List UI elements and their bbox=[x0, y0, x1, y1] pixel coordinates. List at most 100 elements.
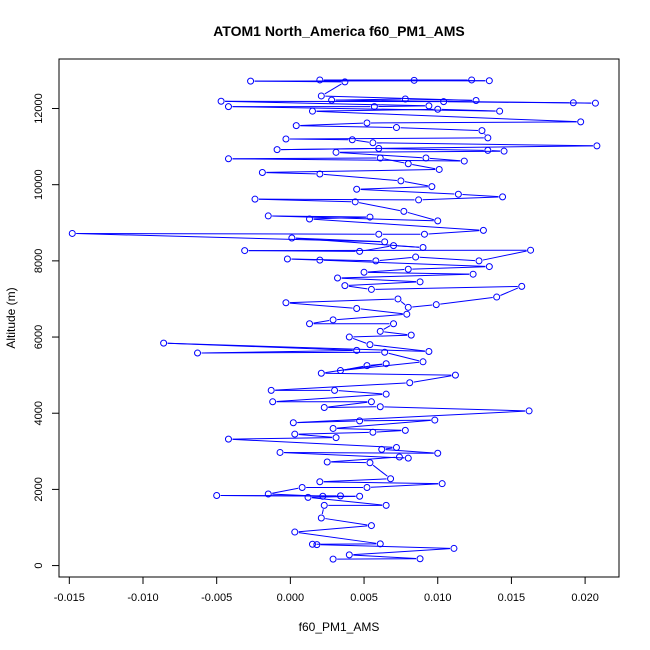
x-axis-label: f60_PM1_AMS bbox=[299, 620, 380, 634]
series-segment bbox=[225, 100, 425, 107]
data-point bbox=[336, 492, 344, 500]
data-point bbox=[381, 238, 389, 246]
data-point bbox=[404, 265, 412, 273]
data-point bbox=[267, 386, 275, 394]
data-point bbox=[351, 198, 359, 206]
series-segment bbox=[335, 98, 402, 101]
series-segment bbox=[388, 352, 420, 362]
data-point bbox=[376, 154, 384, 162]
data-point bbox=[308, 107, 316, 115]
series-segment bbox=[413, 375, 452, 383]
data-point bbox=[366, 341, 374, 349]
data-point bbox=[500, 147, 508, 155]
series-segment bbox=[284, 452, 405, 459]
data-point bbox=[264, 212, 272, 220]
data-point bbox=[288, 234, 296, 242]
data-point bbox=[353, 185, 361, 193]
data-point bbox=[317, 514, 325, 522]
data-point bbox=[331, 386, 339, 394]
series-segment bbox=[344, 365, 364, 371]
series-segment bbox=[289, 298, 394, 304]
data-point bbox=[438, 480, 446, 488]
data-point bbox=[224, 155, 232, 163]
data-point bbox=[332, 148, 340, 156]
data-point bbox=[404, 454, 412, 462]
data-point bbox=[264, 490, 272, 498]
series-segment bbox=[316, 110, 577, 123]
data-point bbox=[387, 475, 395, 483]
data-point bbox=[160, 339, 168, 347]
data-point bbox=[370, 103, 378, 111]
data-point bbox=[395, 453, 403, 461]
series-segment bbox=[266, 169, 436, 173]
data-point bbox=[336, 367, 344, 375]
series-segment bbox=[356, 139, 370, 143]
series-segment bbox=[313, 218, 480, 231]
data-point bbox=[392, 444, 400, 451]
series-segment bbox=[281, 145, 593, 151]
series-segment bbox=[337, 419, 431, 429]
series-segment bbox=[422, 196, 499, 201]
series-segment bbox=[412, 304, 433, 308]
data-point bbox=[320, 404, 328, 412]
series-segment bbox=[313, 320, 330, 324]
data-point bbox=[593, 142, 601, 150]
series-segment bbox=[360, 188, 455, 195]
data-point bbox=[468, 76, 476, 84]
series-segment bbox=[232, 437, 333, 440]
data-point bbox=[401, 426, 409, 434]
data-point bbox=[367, 522, 375, 530]
data-point bbox=[450, 544, 458, 552]
series-segment bbox=[482, 250, 527, 261]
x-tick-label: -0.015 bbox=[54, 592, 85, 604]
series-segment bbox=[331, 456, 396, 463]
data-point bbox=[577, 118, 585, 126]
data-point bbox=[360, 268, 368, 276]
series-segment bbox=[344, 361, 420, 371]
data-point bbox=[345, 551, 353, 559]
data-point bbox=[434, 217, 442, 225]
data-point bbox=[258, 169, 266, 177]
series-segment bbox=[341, 273, 470, 279]
data-point bbox=[401, 95, 409, 103]
data-point bbox=[348, 136, 356, 144]
x-tick-label: 0.015 bbox=[498, 592, 526, 604]
data-point bbox=[454, 190, 462, 198]
data-point bbox=[419, 358, 427, 366]
data-point bbox=[298, 483, 306, 491]
series-segment bbox=[462, 193, 499, 198]
data-point bbox=[247, 77, 255, 85]
series-segment bbox=[429, 157, 461, 162]
series-segment bbox=[258, 198, 415, 201]
y-tick-label: 6000 bbox=[33, 325, 45, 349]
data-point bbox=[316, 170, 324, 178]
data-point bbox=[316, 478, 324, 486]
data-point bbox=[363, 362, 371, 370]
data-point bbox=[432, 301, 440, 309]
data-point bbox=[372, 257, 380, 265]
series-segment bbox=[300, 125, 393, 128]
series-segment bbox=[335, 99, 570, 104]
series-segment bbox=[370, 121, 577, 124]
series-segment bbox=[325, 95, 473, 101]
series-segment bbox=[372, 464, 388, 477]
series-segment bbox=[276, 393, 383, 403]
series-segment bbox=[298, 434, 333, 438]
data-point bbox=[353, 304, 361, 312]
data-point bbox=[317, 369, 325, 377]
x-tick-label: 0.020 bbox=[571, 592, 599, 604]
data-point bbox=[404, 303, 412, 311]
data-point bbox=[273, 146, 281, 154]
data-point bbox=[316, 76, 324, 84]
plot-frame bbox=[58, 58, 620, 578]
data-point bbox=[328, 96, 336, 104]
data-point bbox=[496, 107, 504, 115]
series-segment bbox=[266, 172, 316, 175]
data-point bbox=[375, 145, 383, 153]
data-point bbox=[292, 122, 300, 130]
y-tick-label: 4000 bbox=[33, 401, 45, 425]
y-axis-label: Altitude (m) bbox=[4, 287, 18, 348]
y-tick-label: 12000 bbox=[33, 93, 45, 124]
data-point bbox=[390, 242, 398, 250]
series-segment bbox=[337, 428, 402, 431]
